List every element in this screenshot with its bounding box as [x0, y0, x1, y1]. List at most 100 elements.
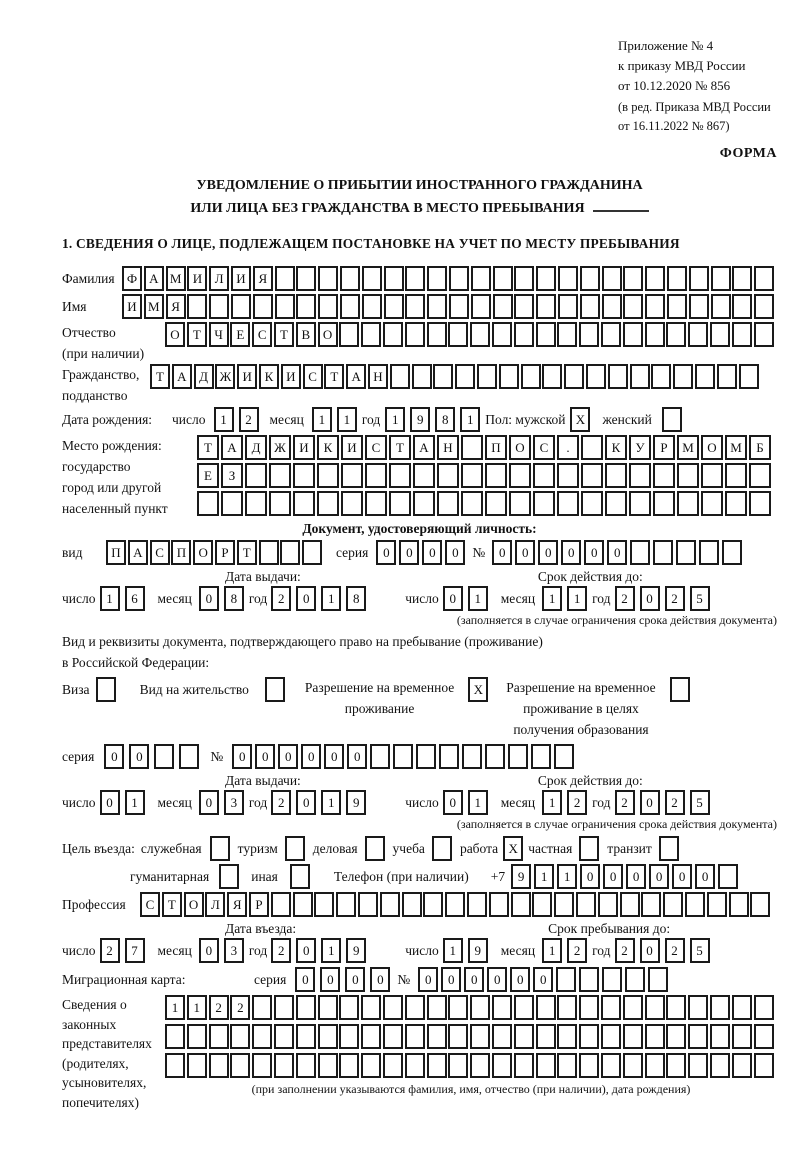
char-cell[interactable]: 0	[198, 790, 219, 815]
char-cell[interactable]: 9	[410, 407, 431, 432]
char-cell[interactable]: Т	[389, 435, 411, 460]
char-cell[interactable]: С	[140, 892, 160, 917]
char-cell[interactable]: 5	[689, 586, 710, 611]
char-cell[interactable]: 1	[186, 995, 207, 1020]
char-cell[interactable]	[258, 540, 279, 565]
char-cell[interactable]	[630, 540, 651, 565]
temp-residence-checkbox[interactable]: X	[468, 677, 489, 702]
char-cell[interactable]: 0	[99, 790, 120, 815]
char-cell[interactable]	[293, 463, 315, 488]
char-cell[interactable]	[448, 995, 469, 1020]
char-cell[interactable]: 0	[441, 967, 462, 992]
char-cell[interactable]	[389, 364, 410, 389]
char-cell[interactable]	[619, 892, 640, 917]
char-cell[interactable]	[426, 1024, 447, 1049]
char-cell[interactable]	[401, 892, 422, 917]
char-cell[interactable]	[564, 364, 585, 389]
char-cell[interactable]	[426, 1053, 447, 1078]
char-cell[interactable]	[336, 892, 357, 917]
char-cell[interactable]: А	[346, 364, 367, 389]
char-cell[interactable]: А	[221, 435, 243, 460]
char-cell[interactable]: А	[413, 435, 435, 460]
purpose-official-checkbox[interactable]	[209, 836, 230, 861]
char-cell[interactable]	[361, 322, 382, 347]
char-cell[interactable]	[732, 294, 753, 319]
char-cell[interactable]	[273, 1053, 294, 1078]
char-cell[interactable]	[651, 364, 672, 389]
visa-checkbox[interactable]	[95, 677, 116, 702]
char-cell[interactable]	[491, 1053, 512, 1078]
char-cell[interactable]	[448, 1024, 469, 1049]
char-cell[interactable]	[557, 266, 578, 291]
char-cell[interactable]: 9	[346, 790, 367, 815]
char-cell[interactable]: 0	[347, 744, 368, 769]
char-cell[interactable]	[382, 995, 403, 1020]
char-cell[interactable]	[187, 294, 208, 319]
char-cell[interactable]	[470, 1024, 491, 1049]
sex-male-checkbox[interactable]: X	[570, 407, 591, 432]
char-cell[interactable]	[605, 491, 627, 516]
char-cell[interactable]: Е	[197, 463, 219, 488]
char-cell[interactable]	[666, 1053, 687, 1078]
char-cell[interactable]: 2	[664, 586, 685, 611]
char-cell[interactable]	[274, 266, 295, 291]
char-cell[interactable]: 0	[672, 864, 693, 889]
purpose-private-checkbox[interactable]	[579, 836, 600, 861]
char-cell[interactable]: 0	[370, 967, 391, 992]
char-cell[interactable]	[426, 995, 447, 1020]
char-cell[interactable]	[753, 1024, 774, 1049]
char-cell[interactable]	[622, 1024, 643, 1049]
char-cell[interactable]	[514, 266, 535, 291]
purpose-transit-checkbox[interactable]	[658, 836, 679, 861]
char-cell[interactable]	[485, 491, 507, 516]
char-cell[interactable]: 0	[296, 586, 317, 611]
char-cell[interactable]	[389, 463, 411, 488]
char-cell[interactable]: К	[605, 435, 627, 460]
char-cell[interactable]	[317, 1024, 338, 1049]
rep-row2-input[interactable]	[165, 1024, 777, 1049]
char-cell[interactable]	[382, 322, 403, 347]
char-cell[interactable]: С	[302, 364, 323, 389]
char-cell[interactable]: Б	[749, 435, 771, 460]
char-cell[interactable]: 0	[603, 864, 624, 889]
char-cell[interactable]	[426, 322, 447, 347]
char-cell[interactable]	[688, 995, 709, 1020]
char-cell[interactable]	[753, 995, 774, 1020]
char-cell[interactable]	[509, 463, 531, 488]
char-cell[interactable]	[383, 294, 404, 319]
char-cell[interactable]: 2	[208, 995, 229, 1020]
purpose-study-checkbox[interactable]	[431, 836, 452, 861]
char-cell[interactable]: И	[122, 294, 142, 319]
char-cell[interactable]	[731, 1024, 752, 1049]
char-cell[interactable]: 1	[542, 586, 563, 611]
char-cell[interactable]: 0	[232, 744, 253, 769]
char-cell[interactable]	[461, 491, 483, 516]
char-cell[interactable]	[492, 266, 513, 291]
char-cell[interactable]	[491, 1024, 512, 1049]
char-cell[interactable]	[699, 540, 720, 565]
char-cell[interactable]	[252, 1053, 273, 1078]
char-cell[interactable]: И	[341, 435, 363, 460]
char-cell[interactable]	[513, 322, 534, 347]
char-cell[interactable]	[602, 967, 623, 992]
char-cell[interactable]: 0	[584, 540, 605, 565]
char-cell[interactable]: Е	[230, 322, 251, 347]
char-cell[interactable]	[208, 1024, 229, 1049]
char-cell[interactable]: 9	[511, 864, 532, 889]
char-cell[interactable]	[535, 322, 556, 347]
char-cell[interactable]	[485, 463, 507, 488]
purpose-humanitarian-checkbox[interactable]	[219, 864, 240, 889]
char-cell[interactable]	[339, 266, 360, 291]
char-cell[interactable]	[280, 540, 301, 565]
char-cell[interactable]	[629, 491, 651, 516]
char-cell[interactable]: 1	[213, 407, 234, 432]
char-cell[interactable]	[230, 294, 251, 319]
char-cell[interactable]: Т	[273, 322, 294, 347]
